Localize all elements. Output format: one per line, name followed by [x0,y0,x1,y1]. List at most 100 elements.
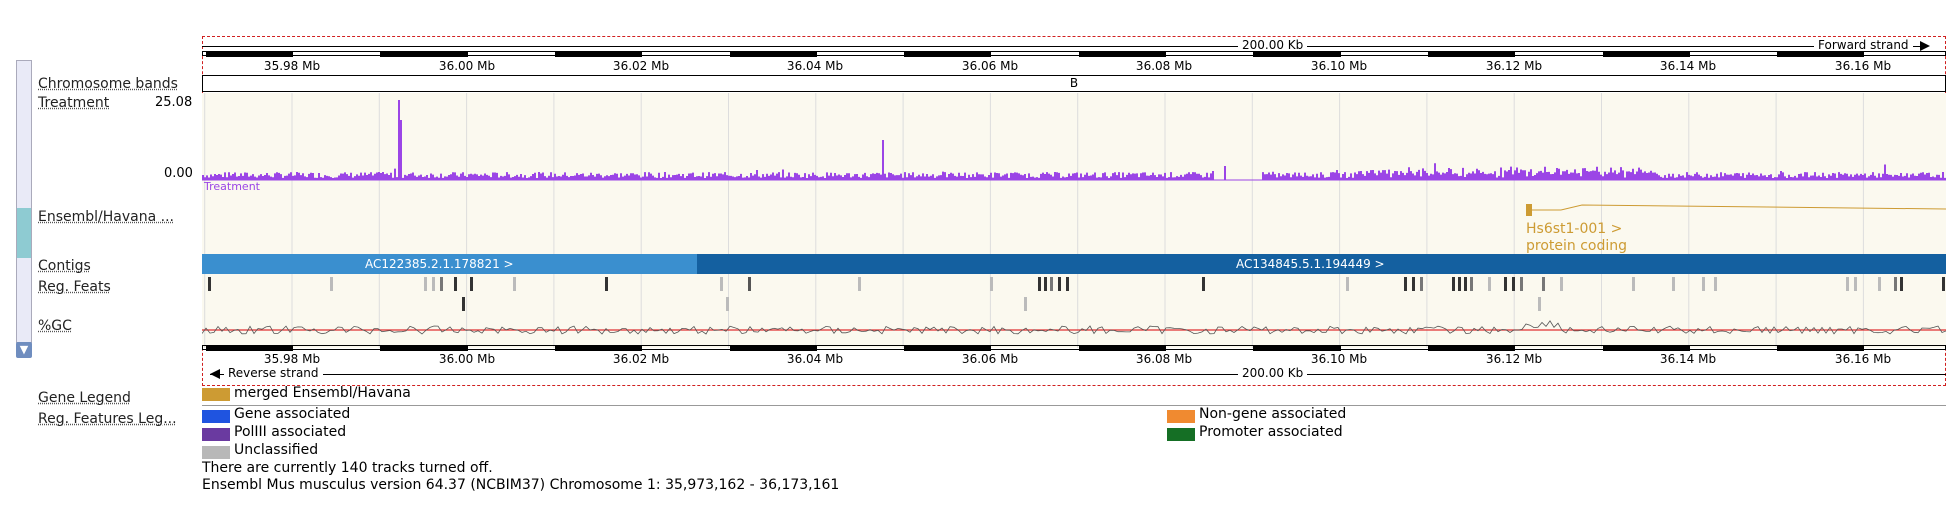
reg-feature[interactable] [1846,277,1849,291]
reg-feature[interactable] [432,277,435,291]
tick-label: 36.12 Mb [1485,352,1543,366]
forward-strand-label: Forward strand [1814,38,1913,52]
bottom-ruler: Reverse strand 200.00 Kb [202,345,1946,385]
scroll-down-icon[interactable]: ▼ [16,342,32,358]
reg-feature[interactable] [424,277,427,291]
reg-feature[interactable] [1346,277,1349,291]
tick-label: 36.00 Mb [438,59,496,73]
reg-feature[interactable] [1560,277,1563,291]
forward-arrow-icon [1920,41,1930,51]
legend-text-non-gene: Non-gene associated [1199,406,1347,422]
reg-feature[interactable] [1512,277,1515,291]
legend-swatch-merged [202,388,230,401]
reg-feature[interactable] [1024,297,1027,311]
reg-feature[interactable] [1058,277,1061,291]
reg-feature[interactable] [1702,277,1705,291]
contig-ac122385[interactable] [202,254,697,274]
legend-swatch-unclassified [202,446,230,459]
reg-feature[interactable] [1854,277,1857,291]
reg-feature[interactable] [1066,277,1069,291]
tick-label: 36.16 Mb [1834,59,1892,73]
tick-label: 36.08 Mb [1135,352,1193,366]
reg-feature[interactable] [1504,277,1507,291]
contig-label: AC134845.5.1.194449 > [1236,257,1385,271]
reg-feature[interactable] [1542,277,1545,291]
regulatory-features[interactable] [208,277,1945,311]
bottom-span-label: 200.00 Kb [1238,366,1308,380]
tick-label: 36.12 Mb [1485,59,1543,73]
reg-feature[interactable] [1038,277,1041,291]
reg-feature[interactable] [1714,277,1717,291]
tick-label: 36.06 Mb [961,59,1019,73]
tick-label: 36.04 Mb [786,352,844,366]
track-label-reg-feats[interactable]: Reg. Feats [38,279,111,295]
track-label-ensembl-havana[interactable]: Ensembl/Havana ... [38,209,174,225]
gene-legend-label[interactable]: Gene Legend [38,390,131,406]
top-ruler: 200.00 Kb Forward strand [202,38,1946,60]
legend-swatch-promoter [1167,428,1195,441]
legend-text-promoter: Promoter associated [1199,424,1343,440]
reg-feature[interactable] [1044,277,1047,291]
tick-label: 36.10 Mb [1310,59,1368,73]
reg-feature[interactable] [454,277,457,291]
top-scale-bar [202,51,1946,57]
reg-feature[interactable] [1470,277,1473,291]
transcript-biotype: protein coding [1526,238,1627,254]
reg-feature[interactable] [1878,277,1881,291]
reg-feature[interactable] [726,297,729,311]
reg-feature[interactable] [1538,297,1541,311]
tick-label: 36.02 Mb [612,352,670,366]
reg-feature[interactable] [440,277,443,291]
reg-feature[interactable] [1894,277,1897,291]
contig-ac134845[interactable] [697,254,1946,274]
legend-swatch-poliii [202,428,230,441]
reg-feature[interactable] [990,277,993,291]
exon [1526,204,1532,216]
reg-feature[interactable] [470,277,473,291]
reg-feature[interactable] [208,277,211,291]
ensembl-version-info: Ensembl Mus musculus version 64.37 (NCBI… [202,477,840,493]
track-label-treatment[interactable]: Treatment [38,95,110,111]
legend-text-unclassified: Unclassified [234,442,319,458]
tick-label: 35.98 Mb [263,59,321,73]
track-label-gc[interactable]: %GC [38,318,72,334]
reg-feature[interactable] [1420,277,1423,291]
reg-feature[interactable] [1464,277,1467,291]
reg-feature[interactable] [1488,277,1491,291]
reg-feature[interactable] [462,297,465,311]
reg-feature[interactable] [330,277,333,291]
reg-feature[interactable] [1458,277,1461,291]
reg-feature[interactable] [605,277,608,291]
intron [1560,204,1946,211]
legend-text-gene-associated: Gene associated [234,406,351,422]
track-sidebar[interactable] [16,60,32,343]
reg-features-legend-label[interactable]: Reg. Features Leg... [38,411,177,427]
tick-label: 36.02 Mb [612,59,670,73]
reg-feature[interactable] [1412,277,1415,291]
reg-feature[interactable] [1050,277,1053,291]
track-label-chromosome-bands[interactable]: Chromosome bands [38,76,178,92]
transcript-hs6st1-001[interactable]: Hs6st1-001 > protein coding [1526,204,1946,254]
reg-feature[interactable] [858,277,861,291]
grid-lines [204,93,1864,348]
top-span-label: 200.00 Kb [1238,38,1308,52]
reg-feature[interactable] [1672,277,1675,291]
reg-feature[interactable] [1202,277,1205,291]
track-background [202,93,1946,348]
treatment-min-value: 0.00 [164,166,193,181]
reg-feature[interactable] [513,277,516,291]
track-label-contigs[interactable]: Contigs [38,258,91,274]
chromosome-band[interactable]: B [202,75,1946,92]
reg-feature[interactable] [1900,277,1903,291]
reg-feature[interactable] [720,277,723,291]
transcript-name: Hs6st1-001 > [1526,221,1622,237]
tick-label: 36.10 Mb [1310,352,1368,366]
reg-feature[interactable] [1452,277,1455,291]
reg-feature[interactable] [1942,277,1945,291]
reg-feature[interactable] [1520,277,1523,291]
reg-feature[interactable] [1404,277,1407,291]
reverse-strand-label: Reverse strand [224,366,323,380]
reg-feature[interactable] [1632,277,1635,291]
legend-text-merged: merged Ensembl/Havana [234,385,411,401]
reg-feature[interactable] [748,277,751,291]
